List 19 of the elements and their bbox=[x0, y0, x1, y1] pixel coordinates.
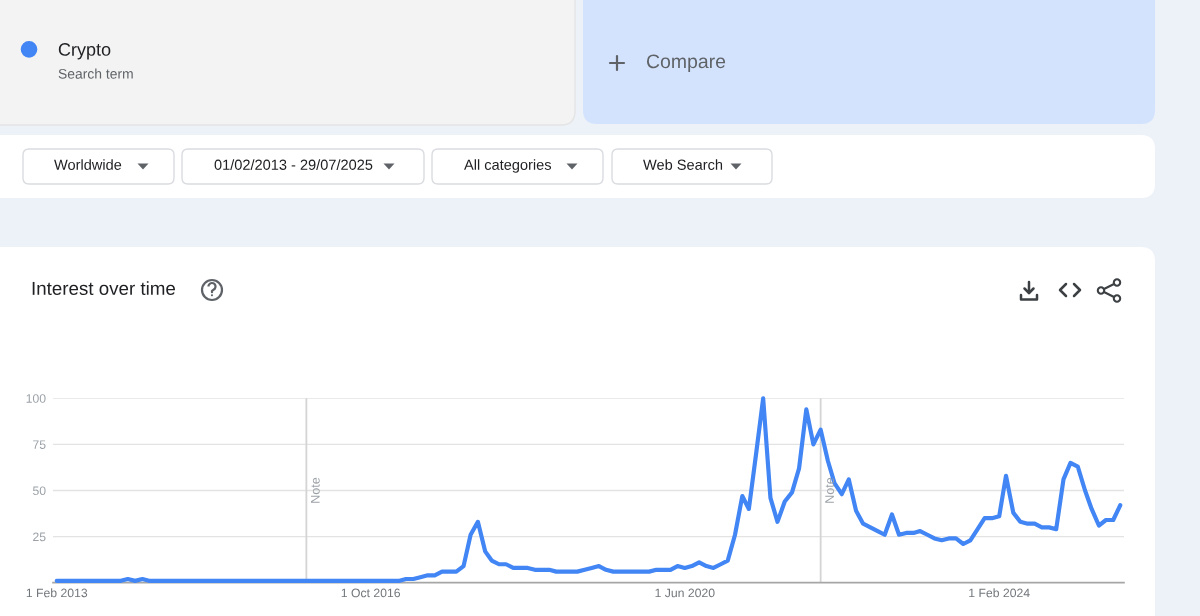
text: Search term bbox=[58, 68, 133, 79]
ref-line-label: Note bbox=[311, 477, 320, 503]
y-tick-label: 75 bbox=[33, 440, 46, 449]
text: 01/02/2013 - 29/07/2025 bbox=[214, 159, 373, 170]
text: Compare bbox=[646, 54, 726, 73]
x-tick-label: 1 Feb 2024 bbox=[969, 588, 1030, 598]
x-tick-label: 1 Feb 2013 bbox=[26, 588, 88, 598]
text: Worldwide bbox=[54, 159, 122, 170]
chart-title: Interest over time bbox=[32, 281, 176, 296]
y-tick-label: 50 bbox=[32, 486, 46, 496]
ref-line-label: Note bbox=[825, 477, 834, 503]
y-tick-label: 25 bbox=[33, 532, 46, 542]
text: Web Search bbox=[643, 159, 723, 170]
legend-label: Crypto bbox=[58, 43, 111, 60]
x-tick-label: 1 Oct 2016 bbox=[341, 588, 401, 598]
y-tick-label: 100 bbox=[26, 394, 46, 403]
text: All categories bbox=[464, 159, 552, 173]
x-tick-label: 1 Jun 2020 bbox=[655, 588, 715, 598]
line-series bbox=[54, 396, 1123, 583]
